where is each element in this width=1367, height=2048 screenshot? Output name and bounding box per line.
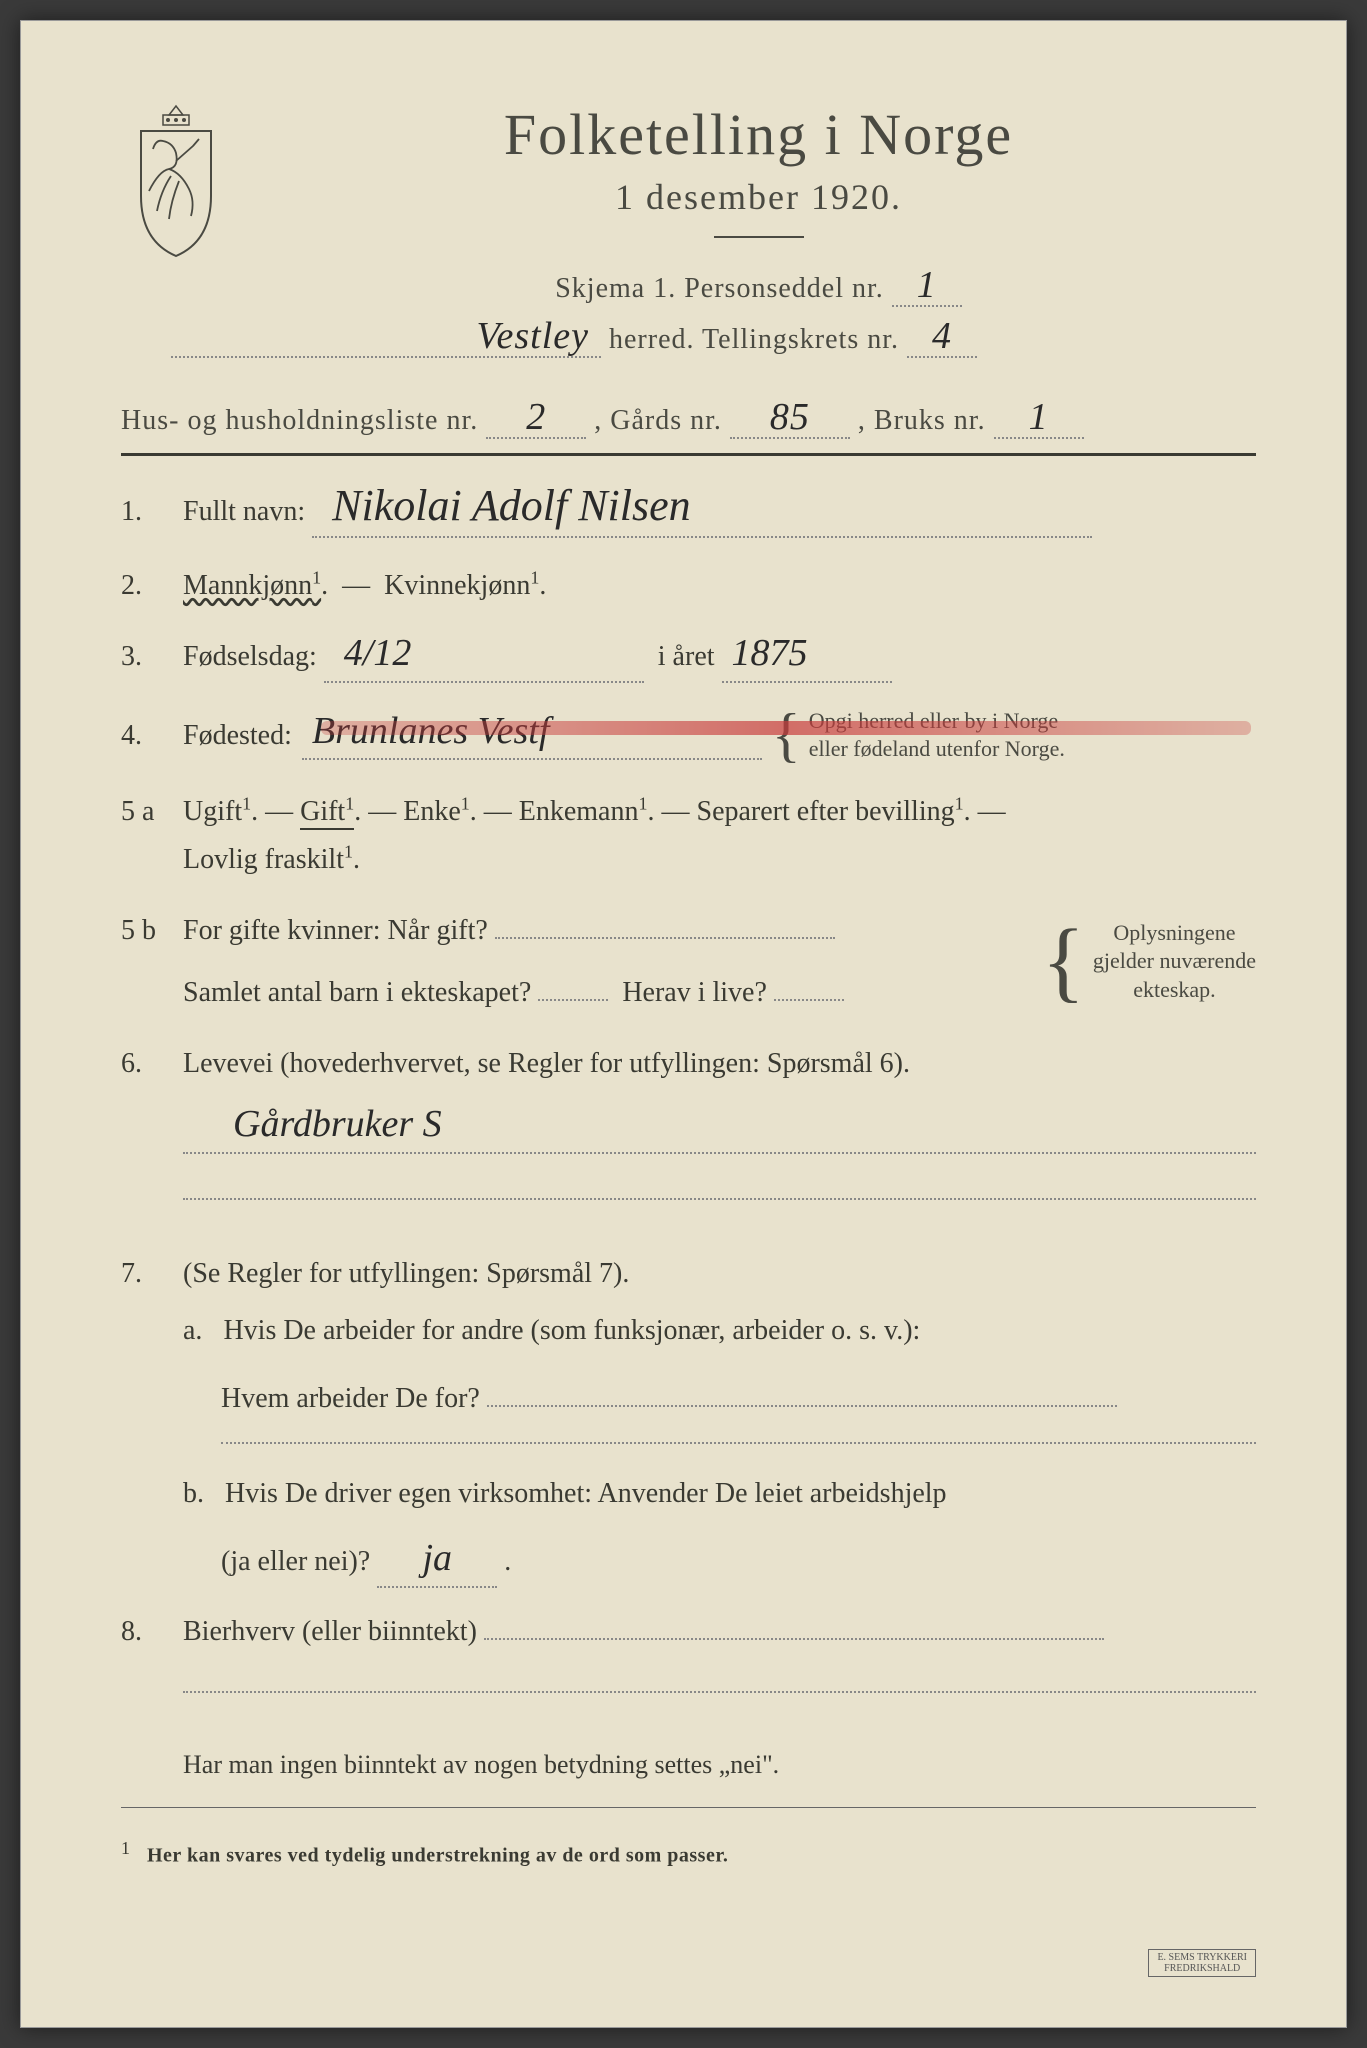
divider-thin [121,1807,1256,1808]
q5a-opt3: Enkemann1 [519,796,648,827]
q3-day: 4/12 [344,636,412,670]
bruks-nr: 1 [1029,400,1049,434]
schema-label: Skjema 1. Personseddel nr. [555,273,884,304]
q6-blank-line [183,1198,1256,1200]
title-block: Folketelling i Norge 1 desember 1920. Sk… [261,91,1256,370]
q3: 3. Fødselsdag: 4/12 i året 1875 [121,633,1256,683]
q5b-brace: { Oplysningene gjelder nuværende ekteska… [1042,919,1256,1005]
census-form-page: Folketelling i Norge 1 desember 1920. Sk… [20,20,1347,2028]
q8-num: 8. [121,1608,165,1656]
q7b2-value: ja [422,1541,452,1575]
q7b-text: Hvis De driver egen virksomhet: Anvender… [225,1478,947,1509]
q8-label: Bierhverv (eller biinntekt) [183,1616,477,1647]
q6: 6. Levevei (hovederhvervet, se Regler fo… [121,1040,1256,1225]
q8: 8. Bierhverv (eller biinntekt) [121,1608,1256,1720]
q5b-brace2: gjelder nuværende [1093,947,1256,976]
q5a-opt5: Lovlig fraskilt1 [183,844,353,875]
q6-label: Levevei (hovederhvervet, se Regler for u… [183,1048,910,1079]
q7-num: 7. [121,1250,165,1298]
q5b-num: 5 b [121,907,165,955]
q3-num: 3. [121,633,165,681]
gards-label: , Gårds nr. [594,405,722,436]
q2-male: Mannkjønn1 [183,570,321,601]
q4-num: 4. [121,712,165,760]
q1-label: Fullt navn: [183,496,305,527]
gards-nr: 85 [770,400,810,434]
q5a-opt2: Enke1 [403,796,470,827]
q5b-brace1: Oplysningene [1093,919,1256,948]
hus-line: Hus- og husholdningsliste nr. 2 , Gårds … [121,400,1256,439]
personseddel-nr: 1 [917,268,937,302]
q5b-line2b: Herav i live? [622,977,767,1008]
printer-stamp: E. SEMS TRYKKERI FREDRIKSHALD [1148,1949,1256,1977]
herred-value: Vestley [476,319,589,353]
q1: 1. Fullt navn: Nikolai Adolf Nilsen [121,486,1256,538]
q4-brace-line2: eller fødeland utenfor Norge. [809,735,1065,764]
schema-line: Skjema 1. Personseddel nr. 1 [261,268,1256,307]
q7a-blank [221,1442,1256,1444]
q1-value: Nikolai Adolf Nilsen [332,486,691,526]
subtitle: 1 desember 1920. [261,176,1256,218]
tellingskrets-nr: 4 [932,319,952,353]
hus-nr: 2 [526,400,546,434]
q2-num: 2. [121,562,165,610]
footnote-marker: 1 [121,1838,131,1858]
q5a-opt0: Ugift1 [183,796,251,827]
footnote-text: Her kan svares ved tydelig understreknin… [147,1845,728,1867]
q2-female: Kvinnekjønn1 [384,570,539,601]
q4-label: Fødested: [183,712,292,760]
q4-value: Brunlanes Vestf [312,714,549,748]
q5b-line1: For gifte kvinner: Når gift? [183,915,488,946]
bruks-label: , Bruks nr. [858,405,986,436]
q4-brace-line1: Opgi herred eller by i Norge [809,707,1065,736]
q5a-opt1: Gift1 [300,796,354,830]
herred-line: Vestley herred. Tellingskrets nr. 4 [171,319,1256,358]
q5a-opt4: Separert efter bevilling1 [697,796,964,827]
q2: 2. Mannkjønn1. — Kvinnekjønn1. [121,562,1256,610]
q7b: b. Hvis De driver egen virksomhet: Anven… [183,1470,1256,1518]
q3-mid: i året [658,641,715,672]
q5a: 5 a Ugift1. — Gift1. — Enke1. — Enkemann… [121,788,1256,883]
stamp-line2: FREDRIKSHALD [1157,1963,1247,1974]
stamp-line1: E. SEMS TRYKKERI [1157,1952,1247,1963]
q5b-line2a: Samlet antal barn i ekteskapet? [183,977,531,1008]
title-divider [714,236,804,238]
q7: 7. (Se Regler for utfyllingen: Spørsmål … [121,1250,1256,1298]
q4: 4. Fødested: Brunlanes Vestf { Opgi herr… [121,707,1256,764]
q1-num: 1. [121,488,165,536]
hus-label: Hus- og husholdningsliste nr. [121,405,478,436]
q3-label: Fødselsdag: [183,641,317,672]
q7-label: (Se Regler for utfyllingen: Spørsmål 7). [183,1258,629,1289]
q4-brace: { Opgi herred eller by i Norge eller fød… [772,707,1065,764]
footnote: 1 Her kan svares ved tydelig understrekn… [121,1838,1256,1868]
q8-blank [183,1691,1256,1693]
coat-of-arms-icon [121,101,231,261]
tail-note: Har man ingen biinntekt av nogen betydni… [183,1743,1256,1787]
q7a-text: Hvis De arbeider for andre (som funksjon… [223,1315,920,1346]
q7a2: Hvem arbeider De for? [221,1375,1256,1423]
q7b2: (ja eller nei)? ja . [221,1538,1256,1588]
divider-thick [121,453,1256,456]
q3-year: 1875 [732,636,808,670]
q7a2-text: Hvem arbeider De for? [221,1383,480,1414]
herred-label: herred. Tellingskrets nr. [609,324,899,355]
main-title: Folketelling i Norge [261,101,1256,168]
q6-value: Gårdbruker S [233,1107,442,1141]
q5b-brace3: ekteskap. [1093,976,1256,1005]
header: Folketelling i Norge 1 desember 1920. Sk… [121,91,1256,370]
q7a: a. Hvis De arbeider for andre (som funks… [183,1307,1256,1355]
q5a-num: 5 a [121,788,165,836]
q5b: 5 b For gifte kvinner: Når gift? Samlet … [121,907,1256,1016]
q6-num: 6. [121,1040,165,1088]
q7b2-label: (ja eller nei)? [221,1546,370,1577]
